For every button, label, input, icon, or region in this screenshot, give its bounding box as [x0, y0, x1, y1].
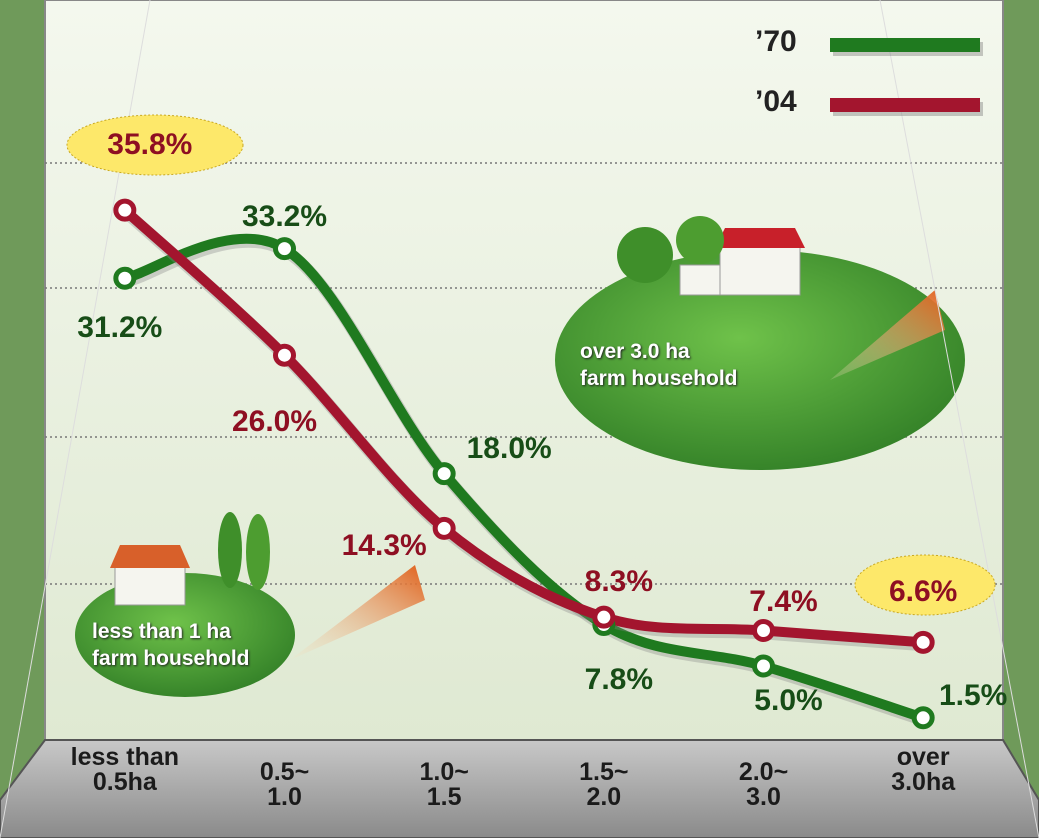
point — [113, 198, 137, 222]
value-label: 31.2% — [77, 311, 163, 345]
value-label: 18.0% — [466, 431, 552, 465]
value-label: 7.4% — [749, 585, 818, 619]
x-tick-label: less than 0.5ha — [70, 743, 180, 796]
point — [273, 237, 296, 261]
point — [432, 462, 456, 486]
value-label: 8.3% — [584, 565, 654, 599]
platform — [0, 739, 1039, 838]
legend-label: ’04 — [755, 85, 797, 118]
value-label: 35.8% — [107, 128, 193, 162]
value-label: 26.0% — [231, 405, 318, 439]
point — [113, 266, 137, 290]
point — [752, 654, 775, 678]
annotation: less than 1 ha farm household — [92, 620, 250, 671]
value-label: 14.3% — [341, 529, 427, 563]
legend-label: ’70 — [755, 25, 797, 58]
value-label: 5.0% — [754, 684, 823, 717]
value-label: 6.6% — [888, 575, 958, 609]
x-tick-label: 1.5~ 2.0 — [579, 758, 629, 811]
annotation: over 3.0 ha farm household — [580, 340, 738, 391]
x-tick-label: 2.0~ 3.0 — [738, 758, 789, 811]
value-label: 1.5% — [938, 678, 1008, 712]
point — [432, 516, 456, 540]
point — [273, 343, 296, 367]
big-farm-illustration — [555, 216, 965, 470]
x-tick-label: 1.0~ 1.5 — [419, 758, 469, 811]
value-label: 33.2% — [241, 199, 328, 233]
point — [592, 605, 616, 629]
point — [911, 706, 935, 730]
label-bubbles — [66, 114, 996, 616]
legend-swatch — [830, 98, 980, 112]
point — [752, 618, 775, 642]
x-tick-label: 0.5~ 1.0 — [259, 758, 310, 811]
point — [911, 630, 935, 654]
small-farm-illustration — [75, 512, 425, 697]
x-tick-label: over 3.0ha — [891, 743, 956, 796]
value-label: 7.8% — [584, 662, 654, 696]
legend-swatch — [830, 38, 980, 52]
